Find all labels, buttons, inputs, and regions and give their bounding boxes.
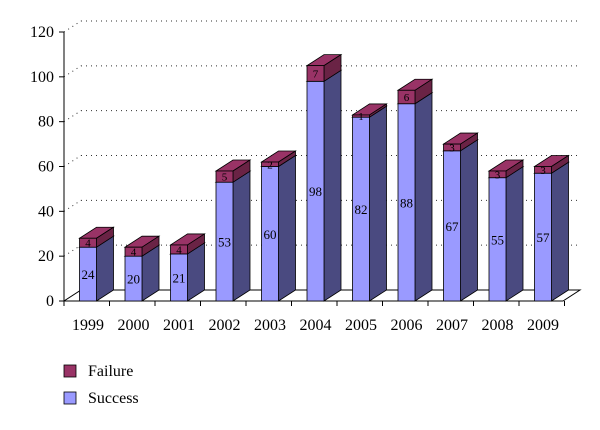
success-value-label: 82 [355, 202, 368, 217]
x-category-label: 2008 [482, 317, 514, 334]
failure-bar-front [79, 237, 97, 248]
success-value-label: 57 [537, 230, 551, 245]
x-category-label: 2001 [163, 317, 195, 334]
success-bar-side [551, 161, 569, 302]
x-category-label: 2007 [436, 317, 468, 334]
x-category-label: 2005 [345, 317, 377, 334]
chart-floor [62, 289, 582, 302]
success-value-label: 55 [491, 232, 504, 247]
failure-value-label: 3 [495, 169, 501, 181]
failure-value-label: 3 [449, 142, 455, 154]
failure-bar-front [534, 166, 552, 174]
success-value-label: 53 [218, 235, 231, 250]
gridline-depth [63, 199, 82, 212]
y-tick-label: 120 [30, 24, 54, 41]
failure-value-label: 5 [222, 172, 228, 184]
failure-bar-front [261, 161, 279, 167]
success-value-label: 88 [400, 195, 413, 210]
success-value-label: 98 [309, 184, 322, 199]
failure-value-label: 1 [358, 111, 364, 123]
failure-bar-front [306, 65, 325, 82]
success-bar-side [460, 139, 478, 302]
failure-value-label: 7 [313, 68, 319, 80]
legend-label-success: Success [88, 390, 139, 407]
gridline-depth [63, 110, 82, 123]
y-tick-label: 0 [46, 293, 54, 310]
failure-value-label: 4 [85, 238, 91, 250]
x-category-label: 2003 [254, 317, 286, 334]
failure-value-label: 4 [131, 247, 137, 259]
failure-bar-front [170, 244, 188, 255]
failure-bar-front [124, 246, 143, 257]
y-tick-label: 60 [38, 159, 54, 176]
failure-value-label: 6 [404, 92, 410, 104]
failure-value-label: 3 [540, 165, 546, 177]
failure-bar-front [397, 89, 416, 105]
success-value-label: 60 [264, 227, 277, 242]
x-category-label: 2004 [300, 317, 332, 334]
success-bar-side [323, 69, 342, 302]
y-tick-label: 20 [38, 248, 54, 265]
success-bar-side [505, 165, 524, 302]
gridline-depth [63, 65, 82, 78]
legend-label-failure: Failure [88, 363, 133, 380]
x-category-label: 2002 [209, 317, 241, 334]
failure-value-label: 2 [267, 159, 273, 171]
legend-swatch-success [63, 391, 77, 405]
failure-value-label: 4 [176, 244, 182, 256]
failure-bar-front [352, 114, 370, 118]
gridline-depth [63, 20, 82, 33]
x-category-label: 1999 [72, 317, 104, 334]
success-bar-side [369, 105, 387, 302]
x-category-label: 2006 [391, 317, 423, 334]
success-value-label: 67 [446, 219, 460, 234]
x-category-label: 2000 [118, 317, 150, 334]
y-tick-label: 100 [30, 69, 54, 86]
gridline-depth [63, 244, 82, 257]
success-bar-side [232, 170, 251, 302]
failure-bar-front [215, 170, 234, 183]
success-bar-side [414, 91, 433, 302]
y-tick-label: 80 [38, 114, 54, 131]
failure-bar-front [443, 143, 461, 152]
x-category-label: 2009 [527, 317, 559, 334]
success-value-label: 20 [127, 272, 140, 287]
success-value-label: 21 [173, 270, 186, 285]
gridline-depth [63, 155, 82, 167]
failure-bar-front [488, 170, 507, 179]
success-value-label: 24 [82, 267, 96, 282]
y-tick-label: 40 [38, 203, 54, 220]
legend-swatch-failure [63, 364, 77, 378]
success-bar-side [278, 154, 296, 302]
